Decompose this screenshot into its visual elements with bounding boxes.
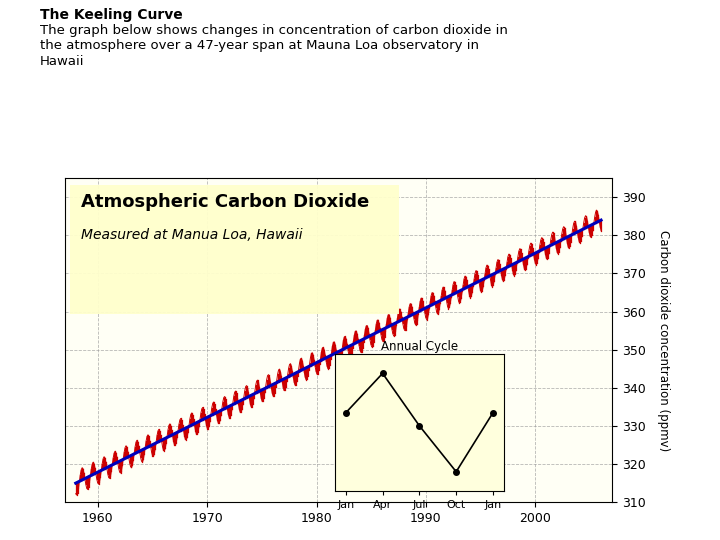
Text: the atmosphere over a 47-year span at Mauna Loa observatory in: the atmosphere over a 47-year span at Ma… (40, 39, 479, 52)
Y-axis label: Carbon dioxide concentration (ppmv): Carbon dioxide concentration (ppmv) (657, 230, 670, 451)
Title: Annual Cycle: Annual Cycle (381, 340, 458, 353)
Text: Measured at Manua Loa, Hawaii: Measured at Manua Loa, Hawaii (81, 228, 303, 242)
Text: The graph below shows changes in concentration of carbon dioxide in: The graph below shows changes in concent… (40, 24, 508, 37)
FancyBboxPatch shape (71, 185, 399, 314)
Text: Atmospheric Carbon Dioxide: Atmospheric Carbon Dioxide (81, 193, 369, 211)
Text: The Keeling Curve: The Keeling Curve (40, 8, 182, 22)
Text: Hawaii: Hawaii (40, 55, 84, 68)
